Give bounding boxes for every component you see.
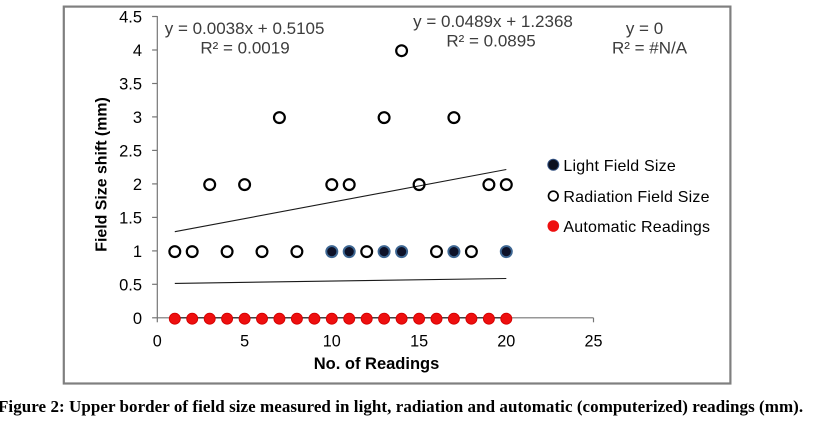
svg-text:1: 1 xyxy=(133,243,142,261)
svg-text:2: 2 xyxy=(133,176,142,194)
svg-text:Automatic Readings: Automatic Readings xyxy=(563,219,710,236)
svg-text:y = 0.0489x + 1.2368: y = 0.0489x + 1.2368 xyxy=(413,12,573,31)
svg-text:0.5: 0.5 xyxy=(119,277,142,295)
svg-text:2.5: 2.5 xyxy=(119,143,142,161)
svg-text:4: 4 xyxy=(133,42,142,60)
svg-text:1.5: 1.5 xyxy=(119,210,142,228)
svg-text:3.5: 3.5 xyxy=(119,76,142,94)
svg-text:y = 0.0038x + 0.5105: y = 0.0038x + 0.5105 xyxy=(165,19,325,38)
svg-text:0: 0 xyxy=(133,310,142,328)
svg-text:10: 10 xyxy=(323,333,341,351)
svg-text:20: 20 xyxy=(497,333,515,351)
svg-text:25: 25 xyxy=(584,333,602,351)
svg-text:Field Size shift (mm): Field Size shift (mm) xyxy=(94,97,111,252)
svg-text:Figure 2: Upper border of fiel: Figure 2: Upper border of field size mea… xyxy=(0,397,803,416)
svg-text:15: 15 xyxy=(410,333,428,351)
svg-text:y = 0: y = 0 xyxy=(626,19,663,38)
svg-text:R² = #N/A: R² = #N/A xyxy=(612,39,688,58)
svg-text:No. of Readings: No. of Readings xyxy=(314,355,440,373)
svg-text:4.5: 4.5 xyxy=(119,9,142,27)
svg-text:Light Field Size: Light Field Size xyxy=(563,158,676,175)
svg-text:3: 3 xyxy=(133,109,142,127)
svg-text:0: 0 xyxy=(153,333,162,351)
svg-text:5: 5 xyxy=(240,333,249,351)
svg-text:Radiation Field Size: Radiation Field Size xyxy=(563,189,709,206)
svg-text:R² = 0.0019: R² = 0.0019 xyxy=(200,39,289,58)
svg-text:R² = 0.0895: R² = 0.0895 xyxy=(446,32,535,51)
